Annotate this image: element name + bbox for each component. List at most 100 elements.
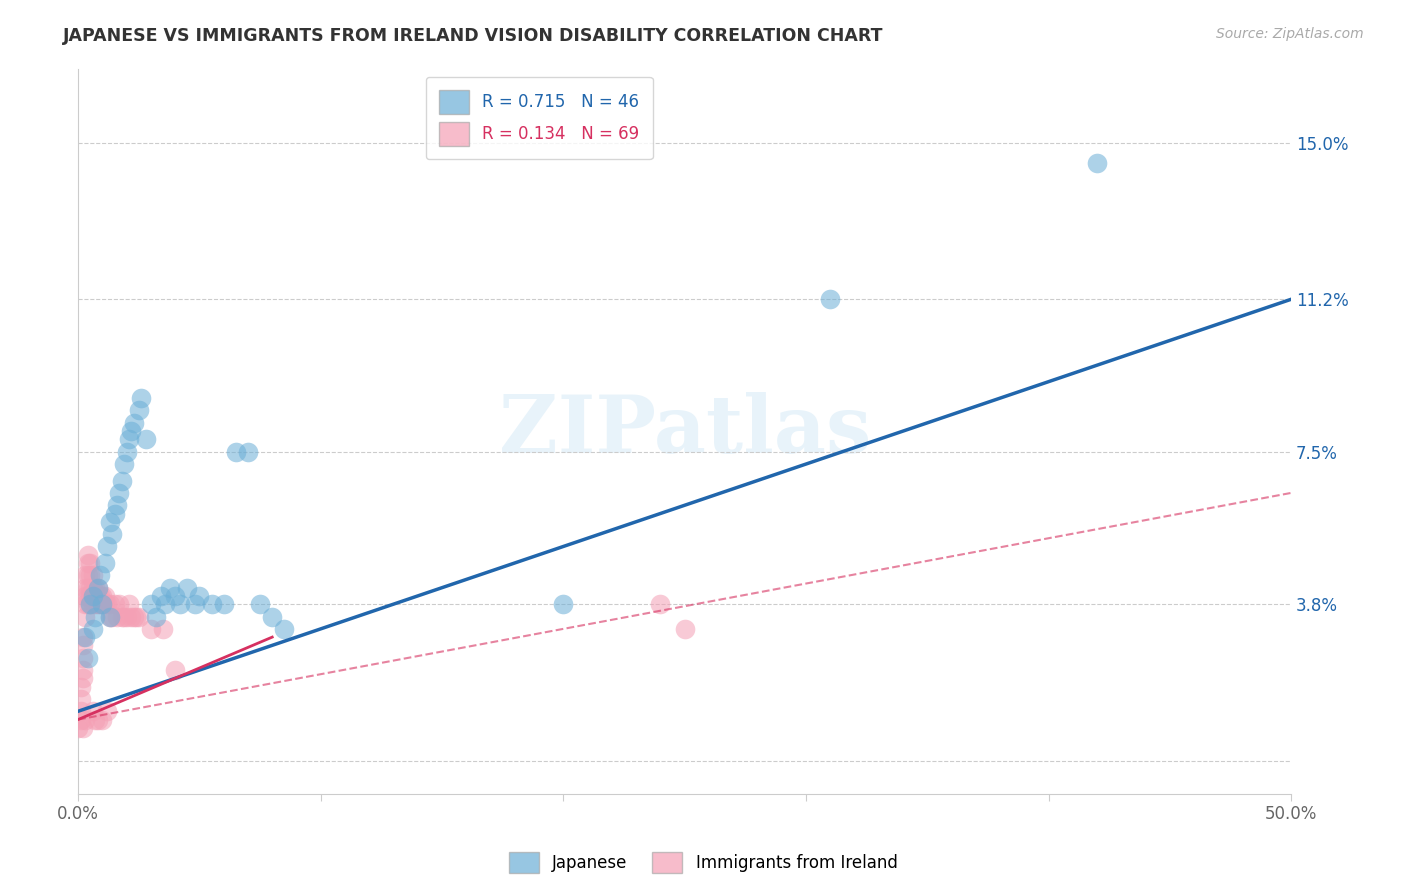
Text: Source: ZipAtlas.com: Source: ZipAtlas.com <box>1216 27 1364 41</box>
Point <box>76 581 98 595</box>
Point <box>103 507 125 521</box>
Point <box>94 556 117 570</box>
Point <box>129 391 152 405</box>
Point <box>103 597 125 611</box>
Point <box>91 597 114 611</box>
Point <box>69 713 91 727</box>
Point <box>72 721 94 735</box>
Point <box>72 663 94 677</box>
Legend: R = 0.715   N = 46, R = 0.134   N = 69: R = 0.715 N = 46, R = 0.134 N = 69 <box>426 77 652 159</box>
Point <box>225 444 247 458</box>
Point <box>98 515 121 529</box>
Point <box>236 444 259 458</box>
Point <box>101 609 124 624</box>
Point <box>118 597 141 611</box>
Point <box>111 609 134 624</box>
Point <box>84 589 107 603</box>
Point <box>149 589 172 603</box>
Point <box>122 609 145 624</box>
Point <box>82 568 104 582</box>
Point <box>135 433 157 447</box>
Point <box>82 581 104 595</box>
Point <box>101 527 124 541</box>
Point <box>82 589 104 603</box>
Point <box>72 638 94 652</box>
Point <box>79 556 101 570</box>
Legend: Japanese, Immigrants from Ireland: Japanese, Immigrants from Ireland <box>502 846 904 880</box>
Point <box>94 589 117 603</box>
Point <box>84 609 107 624</box>
Point <box>79 568 101 582</box>
Point <box>139 597 162 611</box>
Point <box>212 597 235 611</box>
Point <box>75 630 97 644</box>
Point <box>183 597 205 611</box>
Point <box>200 597 222 611</box>
Point <box>76 556 98 570</box>
Point <box>553 597 575 611</box>
Point <box>98 597 121 611</box>
Point <box>82 704 104 718</box>
Point <box>108 597 131 611</box>
Point <box>76 597 98 611</box>
Point <box>152 622 174 636</box>
Point <box>89 597 111 611</box>
Point <box>249 597 271 611</box>
Point <box>818 292 841 306</box>
Point <box>75 581 97 595</box>
Point <box>165 589 187 603</box>
Point <box>650 597 672 611</box>
Point <box>273 622 295 636</box>
Point <box>86 597 108 611</box>
Point <box>76 568 98 582</box>
Point <box>72 671 94 685</box>
Point <box>159 581 181 595</box>
Point <box>91 713 114 727</box>
Point <box>115 609 138 624</box>
Point <box>86 589 108 603</box>
Point <box>91 597 114 611</box>
Point <box>145 609 167 624</box>
Point <box>188 589 211 603</box>
Point <box>79 589 101 603</box>
Point <box>96 704 118 718</box>
Point <box>72 630 94 644</box>
Point <box>79 597 101 611</box>
Point <box>128 609 150 624</box>
Point <box>96 540 118 554</box>
Point <box>91 589 114 603</box>
Point <box>75 713 97 727</box>
Point <box>169 597 191 611</box>
Point <box>112 609 135 624</box>
Point <box>122 416 145 430</box>
Point <box>108 486 131 500</box>
Point <box>105 609 128 624</box>
Point <box>115 444 138 458</box>
Point <box>76 548 98 562</box>
Point <box>79 581 101 595</box>
Point <box>86 713 108 727</box>
Point <box>98 609 121 624</box>
Point <box>105 498 128 512</box>
Point <box>155 597 177 611</box>
Point <box>86 581 108 595</box>
Point <box>86 581 108 595</box>
Point <box>121 424 143 438</box>
Point <box>262 609 284 624</box>
Point <box>128 403 150 417</box>
Point <box>98 609 121 624</box>
Point <box>176 581 198 595</box>
Point <box>79 597 101 611</box>
Point <box>84 713 107 727</box>
Point <box>165 663 187 677</box>
Point <box>139 622 162 636</box>
Point <box>118 433 141 447</box>
Point <box>75 589 97 603</box>
Point <box>75 568 97 582</box>
Point <box>76 650 98 665</box>
Point <box>82 597 104 611</box>
Point <box>111 474 134 488</box>
Point <box>96 597 118 611</box>
Point <box>94 597 117 611</box>
Point <box>125 609 148 624</box>
